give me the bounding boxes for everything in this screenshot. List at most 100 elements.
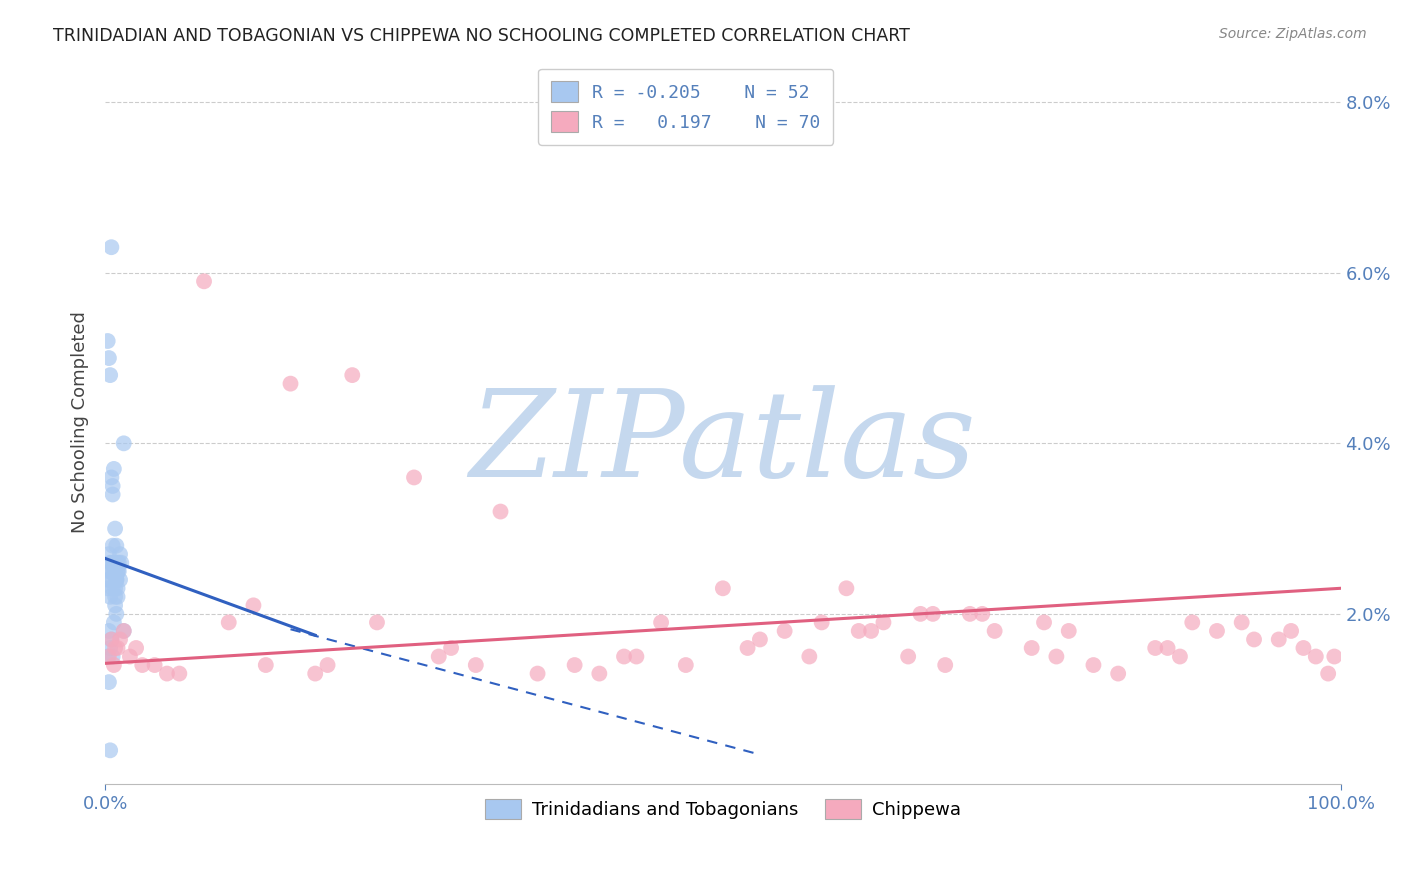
Point: [280, 376, 302, 391]
Point: [1033, 615, 1056, 630]
Point: [107, 564, 129, 578]
Point: [675, 658, 697, 673]
Point: [103, 615, 125, 630]
Point: [254, 658, 277, 673]
Point: [156, 666, 179, 681]
Point: [104, 599, 127, 613]
Point: [105, 539, 128, 553]
Point: [910, 607, 932, 621]
Point: [1267, 632, 1289, 647]
Point: [108, 573, 131, 587]
Point: [97, 564, 120, 578]
Point: [100, 564, 122, 578]
Point: [112, 436, 135, 450]
Point: [100, 240, 122, 254]
Point: [98, 368, 121, 383]
Point: [101, 649, 124, 664]
Point: [366, 615, 388, 630]
Point: [1156, 640, 1178, 655]
Point: [110, 556, 132, 570]
Point: [104, 564, 127, 578]
Point: [1206, 624, 1229, 638]
Point: [972, 607, 994, 621]
Point: [169, 666, 191, 681]
Point: [98, 590, 121, 604]
Point: [427, 649, 450, 664]
Point: [107, 564, 129, 578]
Point: [107, 590, 129, 604]
Point: [1292, 640, 1315, 655]
Point: [860, 624, 883, 638]
Point: [848, 624, 870, 638]
Point: [1181, 615, 1204, 630]
Point: [105, 573, 128, 587]
Point: [97, 582, 120, 596]
Point: [101, 539, 124, 553]
Point: [103, 462, 125, 476]
Point: [773, 624, 796, 638]
Text: Source: ZipAtlas.com: Source: ZipAtlas.com: [1219, 27, 1367, 41]
Point: [464, 658, 486, 673]
Point: [1168, 649, 1191, 664]
Point: [104, 590, 127, 604]
Point: [97, 649, 120, 664]
Point: [564, 658, 586, 673]
Point: [218, 615, 240, 630]
Point: [107, 582, 129, 596]
Point: [118, 649, 141, 664]
Point: [103, 556, 125, 570]
Point: [104, 582, 127, 596]
Point: [97, 675, 120, 690]
Point: [108, 632, 131, 647]
Point: [1243, 632, 1265, 647]
Point: [131, 658, 153, 673]
Point: [107, 556, 129, 570]
Point: [440, 640, 463, 655]
Point: [98, 556, 121, 570]
Point: [402, 470, 425, 484]
Point: [242, 599, 264, 613]
Y-axis label: No Schooling Completed: No Schooling Completed: [72, 311, 89, 533]
Point: [588, 666, 610, 681]
Point: [100, 632, 122, 647]
Point: [342, 368, 364, 383]
Text: TRINIDADIAN AND TOBAGONIAN VS CHIPPEWA NO SCHOOLING COMPLETED CORRELATION CHART: TRINIDADIAN AND TOBAGONIAN VS CHIPPEWA N…: [53, 27, 910, 45]
Legend: Trinidadians and Tobagonians, Chippewa: Trinidadians and Tobagonians, Chippewa: [478, 792, 969, 826]
Point: [489, 504, 512, 518]
Point: [105, 573, 128, 587]
Point: [98, 743, 121, 757]
Point: [100, 632, 122, 647]
Text: ZIPatlas: ZIPatlas: [470, 385, 976, 502]
Point: [748, 632, 770, 647]
Point: [872, 615, 894, 630]
Point: [983, 624, 1005, 638]
Point: [1230, 615, 1253, 630]
Point: [101, 479, 124, 493]
Point: [1317, 666, 1340, 681]
Point: [143, 658, 166, 673]
Point: [1045, 649, 1067, 664]
Point: [526, 666, 548, 681]
Point: [105, 607, 128, 621]
Point: [934, 658, 956, 673]
Point: [799, 649, 821, 664]
Point: [100, 556, 122, 570]
Point: [316, 658, 339, 673]
Point: [112, 624, 135, 638]
Point: [97, 624, 120, 638]
Point: [97, 547, 120, 561]
Point: [921, 607, 943, 621]
Point: [1107, 666, 1129, 681]
Point: [97, 649, 120, 664]
Point: [101, 487, 124, 501]
Point: [1057, 624, 1080, 638]
Point: [105, 573, 128, 587]
Point: [107, 564, 129, 578]
Point: [1144, 640, 1167, 655]
Point: [959, 607, 981, 621]
Point: [103, 556, 125, 570]
Point: [98, 573, 121, 587]
Point: [100, 470, 122, 484]
Point: [711, 582, 734, 596]
Point: [1083, 658, 1105, 673]
